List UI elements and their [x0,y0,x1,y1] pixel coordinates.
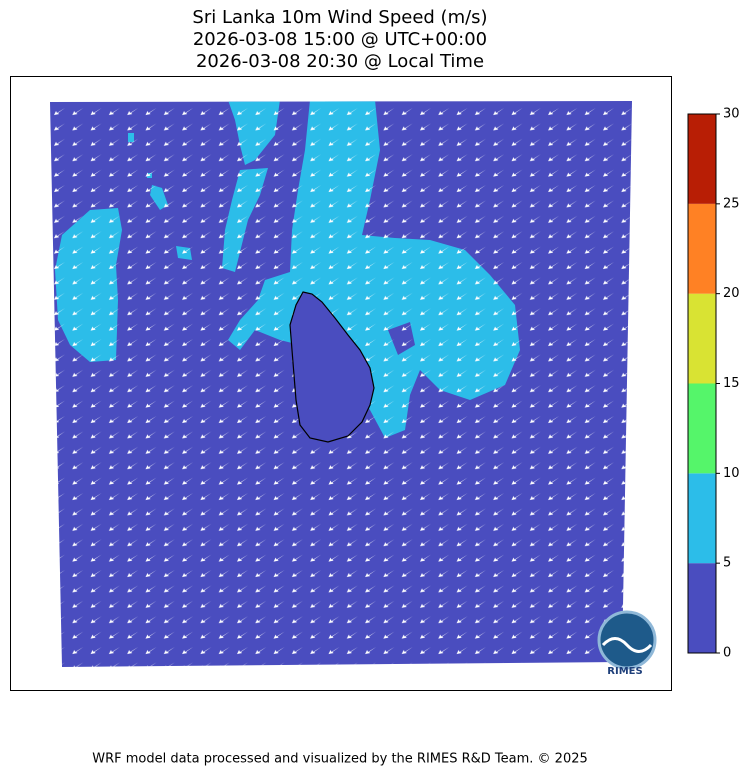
colorbar-bin [688,114,716,204]
logo: RIMES [597,610,657,677]
colorbar: 0 5 10 15 20 25 30 [687,107,740,661]
colorbar-bin [688,563,716,653]
logo-wave [601,637,653,653]
logo-emblem [597,610,657,670]
colorbar-tick-label: 0 [723,646,731,661]
map-field [50,101,632,667]
title-line: 2026-03-08 15:00 @ UTC+00:00 [193,29,487,50]
title-line: Sri Lanka 10m Wind Speed (m/s) [192,7,487,28]
logo-text: RIMES [607,666,642,677]
colorbar-bin [688,473,716,564]
colorbar-tick-label: 10 [723,466,740,481]
colorbar-tick-label: 30 [723,107,740,122]
colorbar-bin [688,293,716,384]
footer: WRF model data processed and visualized … [92,752,588,767]
colorbar-tick-label: 20 [723,286,740,301]
sri-lanka-outline [289,291,375,443]
colorbar-tick-label: 15 [723,376,740,391]
colorbar-tick-label: 25 [723,196,740,211]
colorbar-tick-label: 5 [723,556,731,571]
colorbar-bin [688,383,716,474]
colorbar-bin [688,203,716,294]
title-line: 2026-03-08 20:30 @ Local Time [196,51,484,72]
map-frame [10,76,672,691]
